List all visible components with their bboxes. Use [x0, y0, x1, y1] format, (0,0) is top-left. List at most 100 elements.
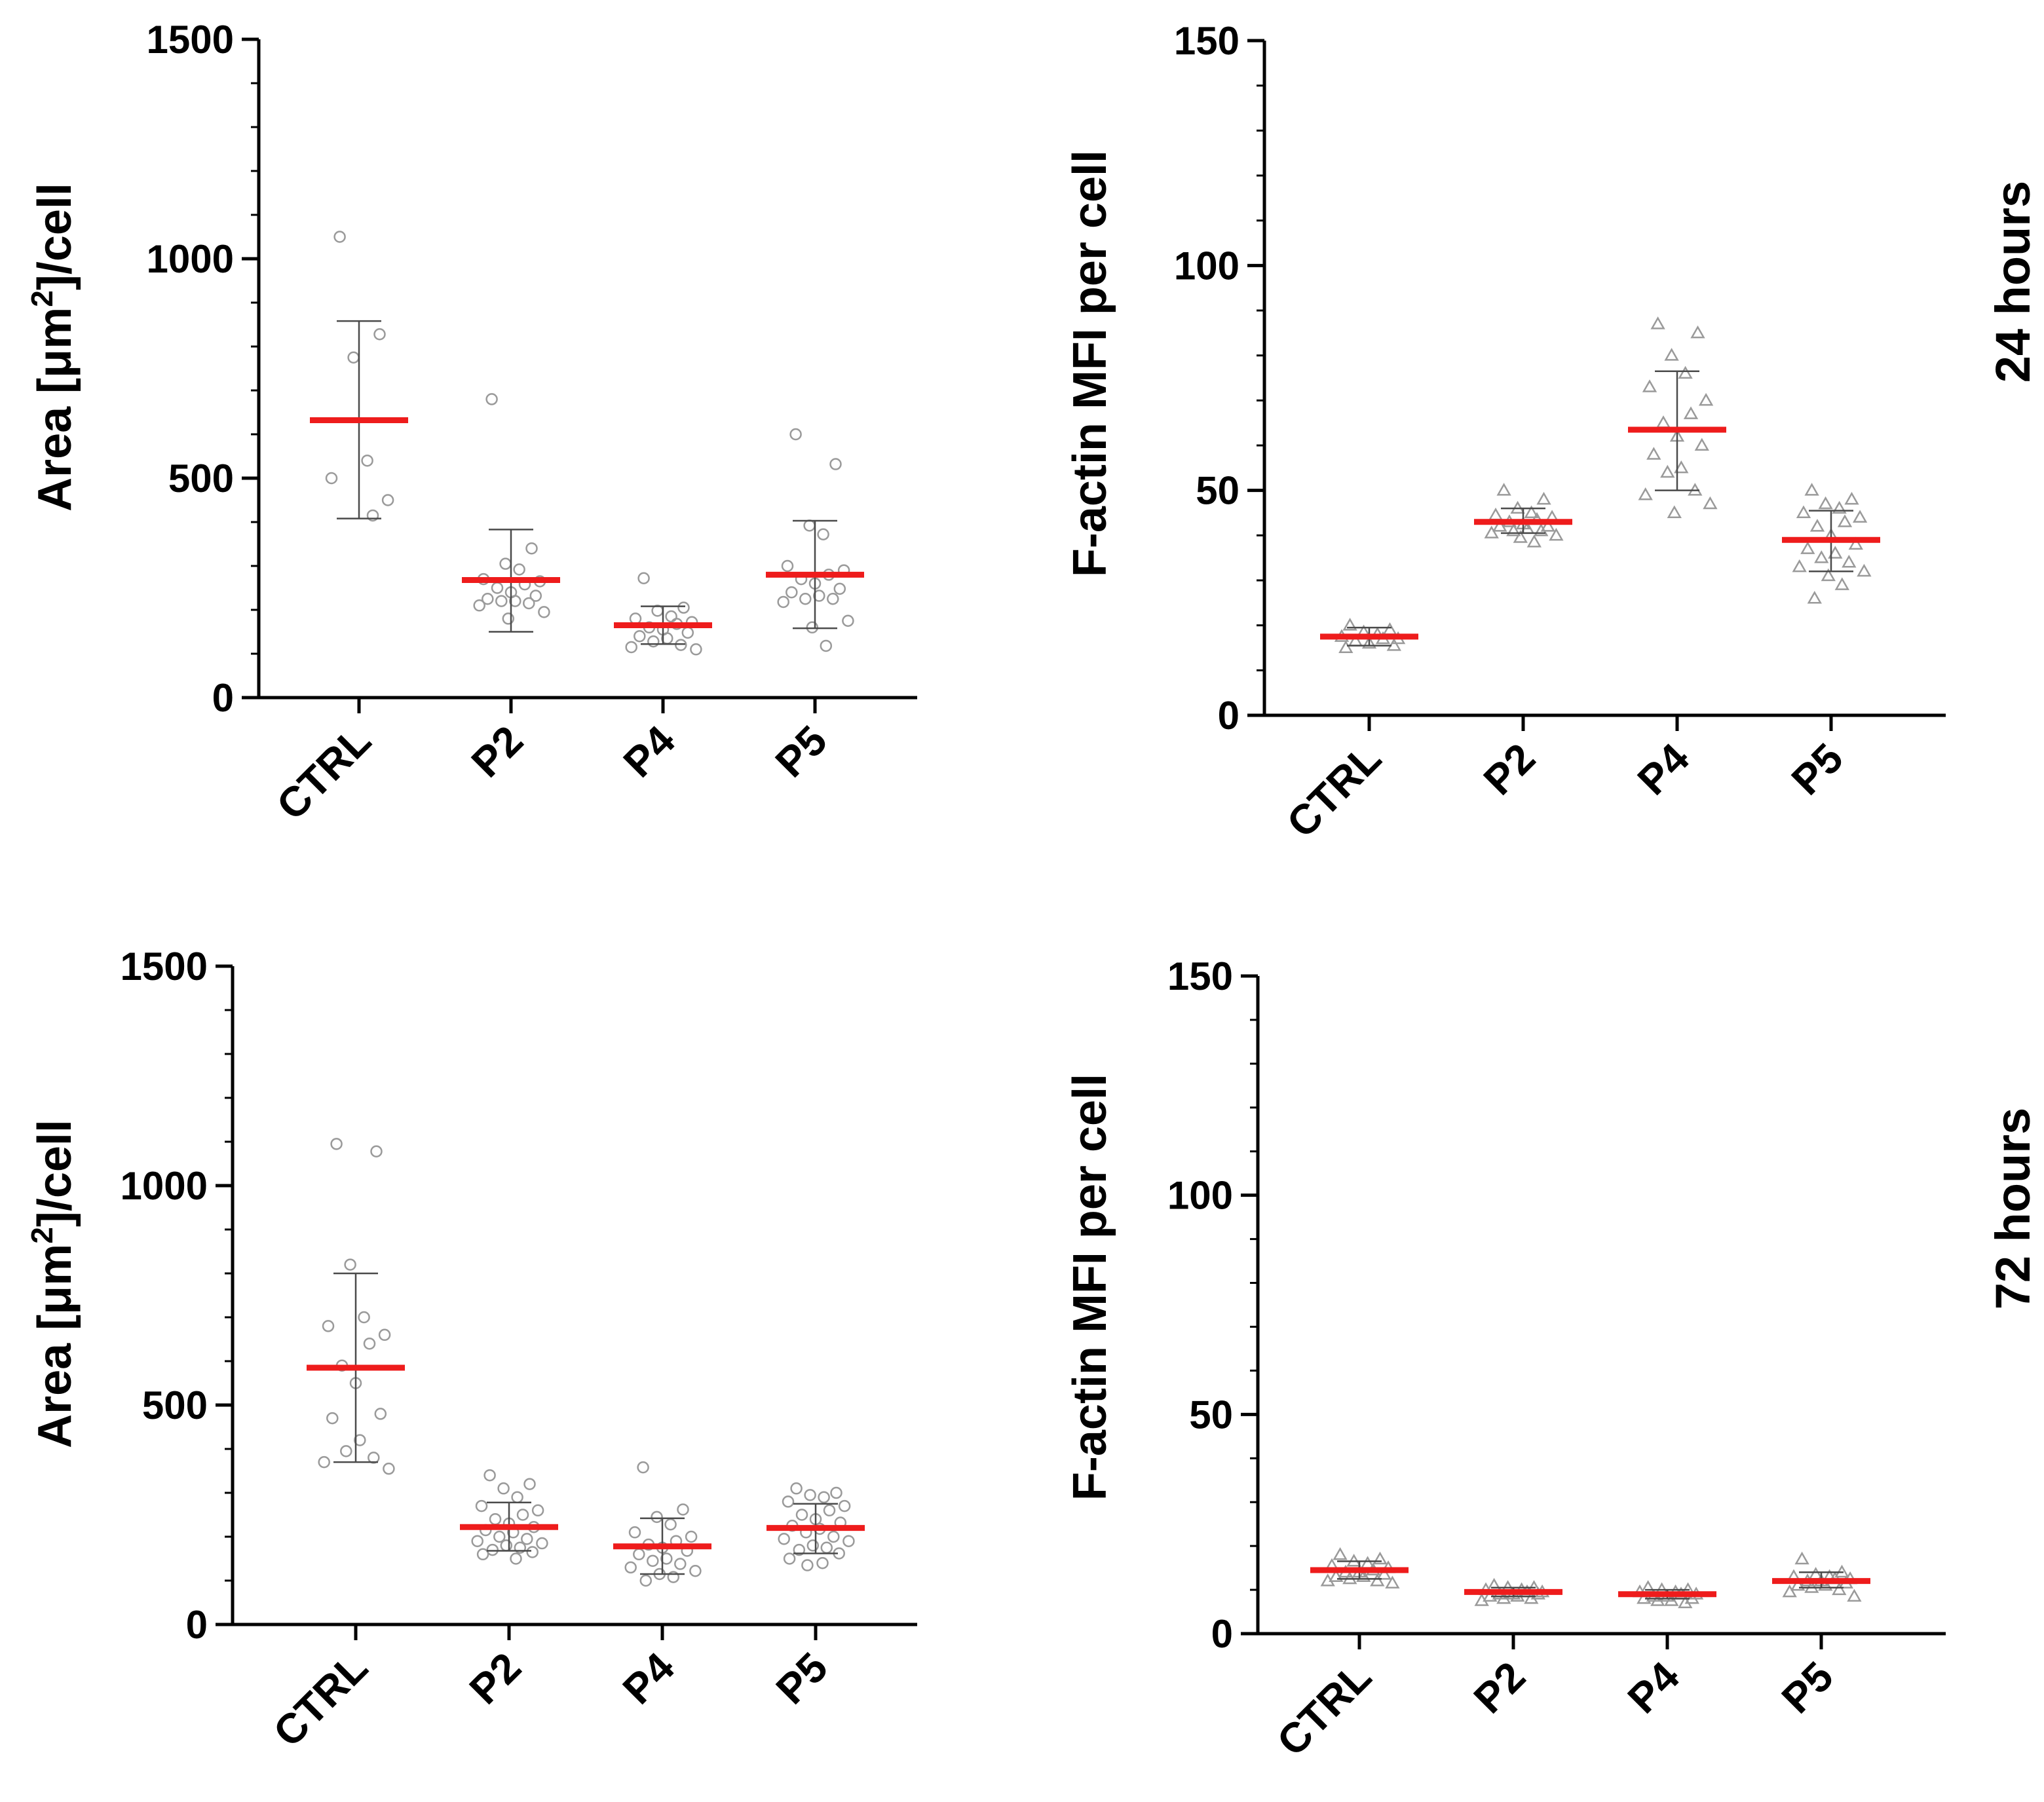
data-point: [689, 1565, 702, 1577]
data-point: [1674, 460, 1689, 474]
y-title-part: Area [: [29, 378, 81, 512]
data-point: [497, 1482, 510, 1495]
data-point: [513, 563, 525, 576]
y-title-part: m: [29, 1244, 81, 1286]
data-point: [523, 1478, 536, 1490]
data-point: [793, 1543, 806, 1556]
data-point: [782, 1495, 795, 1508]
data-point: [531, 1504, 544, 1517]
data-point: [354, 1434, 366, 1446]
data-point: [1814, 550, 1829, 563]
row-label-72h: 72 hours: [1986, 1108, 2040, 1309]
data-point: [803, 519, 816, 532]
data-point: [1370, 1573, 1385, 1586]
data-point: [1524, 505, 1539, 518]
data-point: [1828, 546, 1843, 559]
data-point: [827, 593, 839, 605]
x-category-label: P5: [1783, 734, 1852, 804]
data-point: [1540, 519, 1555, 532]
data-point: [489, 1512, 502, 1526]
data-point: [1496, 483, 1511, 496]
data-point: [1338, 640, 1353, 653]
data-point: [500, 1539, 513, 1552]
data-point: [521, 1533, 533, 1545]
data-point: [677, 1503, 689, 1516]
data-point: [1832, 1582, 1847, 1596]
data-point: [538, 606, 550, 618]
data-point: [381, 494, 394, 506]
x-category-label: P5: [1773, 1653, 1842, 1722]
x-category-label: P2: [1465, 1653, 1534, 1722]
x-category-label: P2: [461, 1643, 530, 1713]
data-point: [1834, 577, 1849, 590]
data-point: [1656, 415, 1671, 428]
y-tick-label: 100: [1174, 244, 1240, 288]
data-point: [1376, 1567, 1391, 1580]
data-point: [514, 1541, 527, 1554]
x-category-label: P2: [1475, 734, 1544, 804]
y-tick-label: 0: [186, 1603, 208, 1647]
x-category-label: P5: [767, 1643, 837, 1713]
data-point: [1474, 1593, 1489, 1606]
x-category-label: P4: [1629, 734, 1699, 804]
data-point: [1534, 523, 1549, 536]
data-point: [1842, 555, 1857, 568]
data-point: [536, 1537, 548, 1550]
data-point: [823, 1504, 836, 1517]
data-point: [664, 1518, 677, 1531]
y-tick-label: 0: [1211, 1612, 1233, 1656]
data-point: [1807, 590, 1822, 604]
data-point: [781, 559, 794, 573]
data-point: [495, 595, 508, 607]
data-point: [373, 328, 386, 341]
data-point: [816, 1556, 829, 1569]
data-point: [625, 641, 637, 654]
data-point: [1664, 1593, 1679, 1606]
x-category-label: P4: [615, 717, 685, 787]
row-label-24h: 24 hours: [1986, 181, 2040, 383]
x-category-label: P2: [463, 717, 532, 786]
data-point: [1792, 559, 1807, 573]
data-point: [637, 1461, 649, 1474]
data-point: [529, 590, 542, 602]
data-point: [333, 231, 346, 243]
data-point: [1650, 316, 1665, 329]
data-point: [366, 509, 379, 522]
data-point: [526, 1546, 539, 1558]
y-title-part: μ: [29, 349, 81, 378]
data-point: [829, 458, 842, 470]
y-title-part: ]/cell: [29, 1119, 81, 1227]
data-point: [1342, 618, 1357, 631]
data-point: [675, 639, 687, 651]
data-point: [677, 601, 690, 614]
panel-factin-24h: 0 50 100 150 F-actin MFI per cell CTRL P2 P4 P5: [1064, 19, 1946, 847]
data-point: [833, 582, 846, 595]
y-axis-title: F-actin MFI per cell: [1064, 150, 1116, 577]
y-tick-label: 500: [168, 457, 234, 500]
data-point: [1818, 496, 1833, 510]
data-point: [1694, 438, 1709, 451]
data-point: [361, 454, 373, 467]
data-point: [1361, 635, 1377, 649]
x-category-label: P5: [766, 717, 836, 786]
data-point: [1698, 392, 1714, 406]
y-tick-label: 50: [1196, 469, 1240, 513]
data-point: [1848, 536, 1863, 550]
data-point: [1526, 535, 1542, 548]
data-point: [628, 1526, 641, 1539]
y-title-part: ]/cell: [29, 183, 81, 290]
data-point: [475, 1499, 488, 1512]
data-point: [820, 1541, 833, 1554]
data-point: [1646, 447, 1661, 460]
data-point: [344, 1258, 356, 1271]
data-point: [502, 612, 515, 625]
data-point: [665, 610, 677, 623]
panel-area-24h: 0 500 1000 1500 Area [μm2]/cell CTRL P2 P4 P5: [25, 18, 917, 829]
data-point: [1664, 348, 1679, 361]
data-point: [1356, 1569, 1371, 1582]
data-point: [778, 1533, 790, 1545]
data-point: [491, 582, 504, 594]
data-point: [1488, 507, 1504, 521]
data-point: [790, 1482, 803, 1495]
